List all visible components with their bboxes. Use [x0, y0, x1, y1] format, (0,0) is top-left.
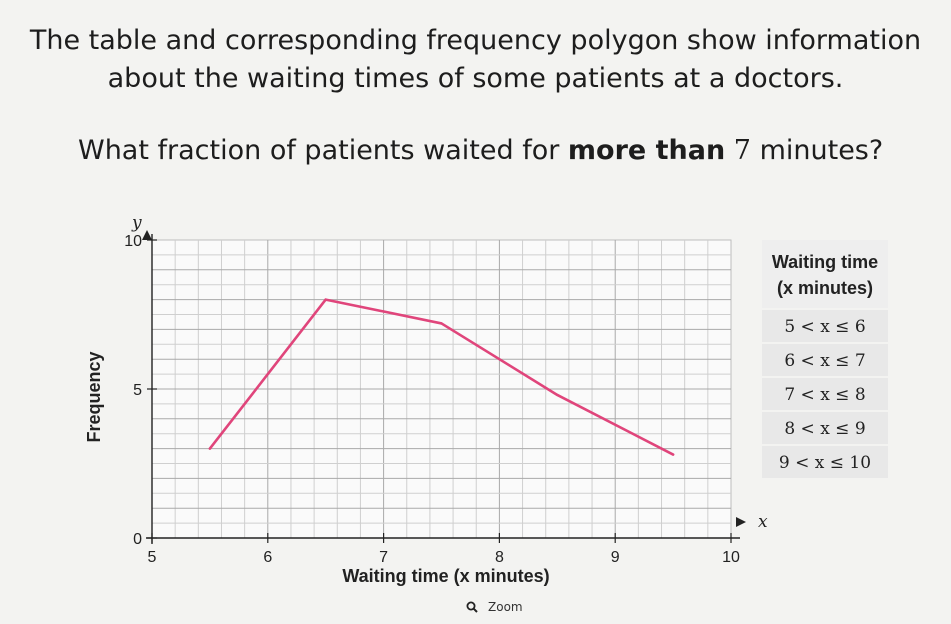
- y-axis-label: Frequency: [84, 351, 104, 442]
- table-row-label: 8 < x ≤ 9: [784, 419, 865, 439]
- table-row-label: 5 < x ≤ 6: [784, 317, 865, 337]
- question-line-2: about the waiting times of some patients…: [107, 63, 844, 94]
- ask-unit: minutes?: [759, 135, 884, 166]
- table-row-cell: [762, 344, 888, 376]
- question-line-1: The table and corresponding frequency po…: [29, 25, 922, 56]
- chart-series: [208, 298, 675, 456]
- zoom-label: Zoom: [488, 600, 523, 614]
- table-row-label: 9 < x ≤ 10: [779, 453, 871, 473]
- y-tick-label: 5: [133, 382, 142, 399]
- table-row-cell: [762, 446, 888, 478]
- question-text: The table and corresponding frequency po…: [0, 22, 951, 98]
- data-point: [324, 298, 327, 301]
- y-axis-arrow: [142, 230, 152, 240]
- chart-grid: [151, 239, 732, 539]
- data-point: [671, 453, 675, 456]
- x-axis-symbol: x: [758, 512, 768, 532]
- x-tick-label: 9: [611, 549, 620, 566]
- search-icon: [466, 601, 478, 613]
- ask-prefix: What fraction of patients waited for: [78, 135, 568, 166]
- table-row-cell: [762, 310, 888, 342]
- table-row-cell: [762, 412, 888, 444]
- x-axis-arrow: [736, 517, 746, 527]
- x-tick-label: 8: [495, 549, 504, 566]
- zoom-button[interactable]: Zoom: [466, 600, 523, 614]
- table-row-cell: [762, 378, 888, 410]
- table-header-line-2: (x minutes): [777, 278, 873, 298]
- ask-bold: more than: [567, 135, 726, 166]
- x-axis-label: Waiting time (x minutes): [342, 566, 549, 586]
- ask-math: 7: [733, 135, 751, 166]
- table-row-label: 6 < x ≤ 7: [784, 351, 865, 371]
- waiting-time-table: Waiting time (x minutes) 5 < x ≤ 6 6 < x ≤ …: [762, 240, 888, 478]
- x-tick-label: 6: [263, 549, 272, 566]
- table-header-cell: [762, 240, 888, 308]
- y-axis-symbol: y: [131, 213, 142, 233]
- question-ask: What fraction of patients waited for mor…: [78, 133, 883, 169]
- data-point: [208, 447, 212, 450]
- x-tick-label: 10: [722, 549, 740, 566]
- data-point: [440, 322, 443, 325]
- y-tick-label: 10: [124, 233, 142, 250]
- x-tick-label: 7: [379, 549, 388, 566]
- data-point: [556, 393, 559, 397]
- x-tick-label: 5: [148, 549, 157, 566]
- table-row-label: 7 < x ≤ 8: [784, 385, 865, 405]
- y-tick-label: 0: [133, 531, 142, 548]
- table-header-line-1: Waiting time: [772, 252, 878, 272]
